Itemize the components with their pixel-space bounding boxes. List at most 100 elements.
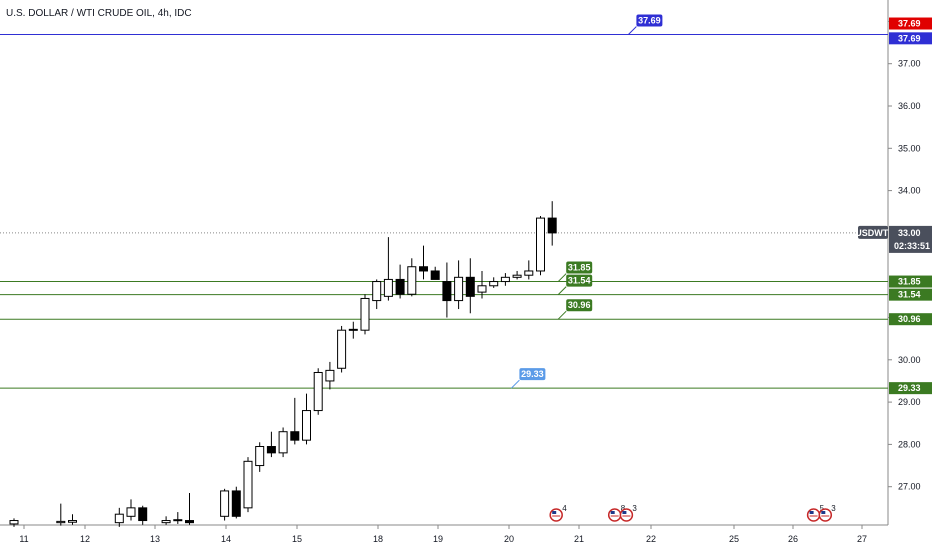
- callout-label: 31.85: [568, 263, 591, 273]
- last-price-tag: [889, 225, 932, 253]
- flag-canton: [821, 511, 826, 514]
- symbol-tag: [858, 225, 888, 239]
- event-count: 5: [820, 504, 825, 513]
- candle: [231, 490, 241, 517]
- y-tick-label: 37.00: [898, 59, 921, 69]
- x-tick-label: 11: [19, 534, 28, 544]
- us-flag-icon: [818, 508, 833, 522]
- callout-leader: [557, 286, 567, 296]
- candle: [536, 217, 545, 272]
- candle: [126, 507, 136, 517]
- y-tick-label: 35.00: [898, 143, 921, 153]
- callout-box: [636, 14, 663, 27]
- candle: [442, 281, 452, 302]
- axis-price-tag-label: 31.54: [898, 290, 921, 300]
- axis-price-tag-label: 30.96: [898, 314, 921, 324]
- candle: [524, 270, 534, 276]
- axis-price-tag-label: 37.69: [898, 33, 921, 43]
- chart-title: U.S. DOLLAR / WTI CRUDE OIL, 4h, IDC: [6, 8, 192, 19]
- candle: [419, 266, 428, 272]
- x-tick-label: 21: [574, 534, 584, 544]
- candle: [114, 513, 124, 524]
- x-tick-label: 13: [150, 534, 160, 544]
- candle: [325, 369, 335, 382]
- callout-box: [566, 261, 593, 274]
- x-tick-label: 25: [729, 534, 739, 544]
- candle: [372, 281, 382, 302]
- x-tick-label: 19: [433, 534, 443, 544]
- y-tick-label: 34.00: [898, 186, 921, 196]
- us-flag-icon: [806, 508, 821, 522]
- callout-label: 29.33: [521, 369, 544, 379]
- candle: [337, 329, 347, 369]
- y-tick-label: 29.00: [898, 397, 921, 407]
- candle: [547, 217, 557, 234]
- y-tick-label: 27.00: [898, 482, 921, 492]
- x-tick-label: 15: [292, 534, 302, 544]
- candle: [255, 446, 265, 467]
- axis-price-tag: [889, 17, 932, 30]
- countdown-label: 02:33:51: [894, 241, 930, 251]
- candle: [220, 490, 230, 517]
- candle: [290, 431, 300, 441]
- y-tick-label: 36.00: [898, 101, 921, 111]
- axis-price-tag: [889, 313, 932, 326]
- axis-price-tag: [889, 275, 932, 288]
- us-flag-icon: [549, 508, 563, 522]
- candle: [512, 274, 522, 278]
- candle: [465, 276, 475, 297]
- candle: [313, 371, 323, 412]
- candle: [302, 410, 311, 441]
- candle: [185, 520, 194, 524]
- x-tick-label: 12: [80, 534, 90, 544]
- candle: [500, 276, 510, 283]
- event-count: 8: [621, 504, 626, 513]
- axis-price-tag: [889, 382, 932, 395]
- candle: [9, 520, 19, 525]
- callout-leader: [557, 273, 567, 282]
- callout-leader: [628, 26, 637, 35]
- candle: [383, 278, 393, 297]
- last-price-label: 33.00: [898, 228, 921, 238]
- x-tick-label: 14: [221, 534, 231, 544]
- x-tick-label: 18: [373, 534, 383, 544]
- event-count: 3: [632, 504, 637, 513]
- candle: [173, 519, 183, 522]
- callout-label: 31.54: [568, 276, 591, 286]
- flag-canton: [610, 511, 615, 514]
- candle: [430, 270, 440, 280]
- event-count: 3: [831, 504, 836, 513]
- candle: [278, 431, 288, 454]
- candle: [56, 520, 66, 524]
- x-tick-label: 26: [788, 534, 798, 544]
- callout-leader: [557, 310, 567, 320]
- candle: [161, 520, 171, 524]
- flag-canton: [809, 511, 814, 514]
- flag-canton: [622, 511, 627, 514]
- axis-price-tag: [889, 32, 932, 45]
- callout-box: [519, 368, 546, 381]
- candle: [138, 507, 148, 522]
- candle: [266, 446, 276, 454]
- axis-price-tag-label: 29.33: [898, 383, 921, 393]
- candle: [454, 276, 464, 302]
- us-flag-icon: [607, 508, 622, 522]
- candle: [68, 520, 77, 523]
- candle: [395, 278, 405, 295]
- candle: [477, 285, 487, 293]
- y-tick-label: 28.00: [898, 439, 921, 449]
- callout-box: [566, 274, 593, 287]
- axis-price-tag: [889, 288, 932, 301]
- symbol-tag-label: USDWTI: [855, 228, 891, 238]
- x-tick-label: 20: [504, 534, 514, 544]
- candle: [489, 281, 499, 287]
- candle: [407, 266, 417, 295]
- candle: [360, 297, 370, 331]
- x-tick-label: 27: [857, 534, 867, 544]
- axis-price-tag-label: 37.69: [898, 19, 921, 29]
- us-flag-icon: [619, 508, 634, 522]
- callout-label: 37.69: [638, 16, 661, 26]
- callout-leader: [511, 379, 520, 389]
- candle: [243, 460, 253, 509]
